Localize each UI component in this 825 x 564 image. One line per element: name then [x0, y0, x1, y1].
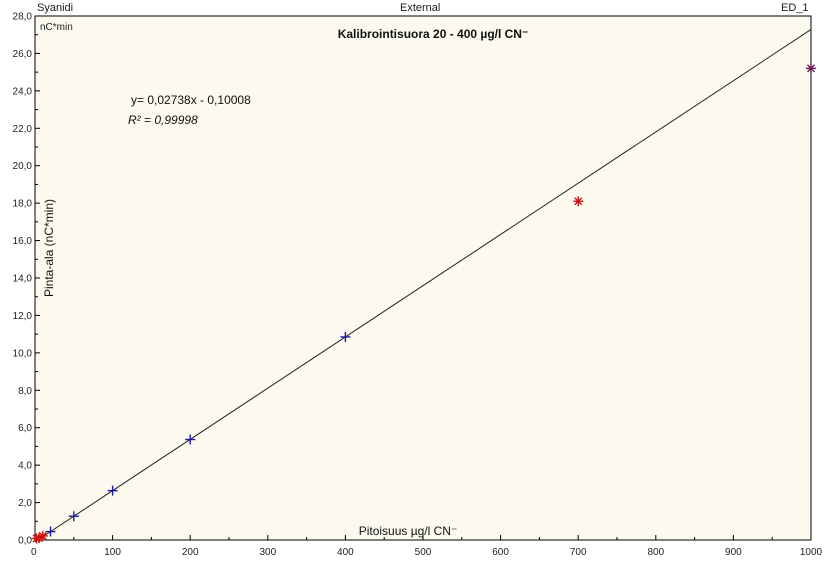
y-axis: 0,0 2,0 4,0 6,0 8,0 10,0 12,0 14,0 16,0 18,0 20,0 2… — [13, 12, 40, 547]
calibration-point — [68, 511, 79, 522]
x-tick-label: 500 — [415, 547, 432, 558]
unit-label: nC*min — [40, 22, 73, 33]
y-tick-label: 18,0 — [13, 199, 33, 210]
y-tick-label: 8,0 — [18, 386, 32, 397]
header-center: External — [400, 2, 441, 14]
x-tick-label: 0 — [31, 547, 37, 558]
calibration-point — [107, 485, 118, 496]
header-left: Syanidi — [37, 2, 74, 14]
y-axis-title: Pinta-ala (nC*min) — [42, 199, 56, 297]
x-tick-label: 1000 — [800, 547, 823, 558]
x-tick-label: 800 — [647, 547, 664, 558]
y-tick-label: 12,0 — [13, 311, 33, 322]
sample-point — [37, 530, 48, 541]
y-tick-label: 24,0 — [13, 86, 33, 97]
sample-point — [806, 63, 816, 74]
header-right: ED_1 — [781, 2, 809, 14]
y-tick-label: 14,0 — [13, 274, 33, 285]
x-tick-label: 700 — [570, 547, 587, 558]
regression-line — [34, 29, 812, 543]
calibration-point — [185, 434, 196, 445]
plot-area — [34, 15, 812, 541]
sample-point — [573, 196, 584, 207]
y-tick-label: 0,0 — [18, 536, 32, 547]
calibration-point — [340, 331, 351, 342]
x-tick-label: 200 — [182, 547, 199, 558]
y-tick-label: 22,0 — [13, 124, 33, 135]
y-tick-label: 2,0 — [18, 498, 32, 509]
x-axis: 0 100 200 300 400 500 600 700 800 900 1000 — [31, 535, 823, 558]
y-tick-label: 28,0 — [13, 12, 33, 23]
x-axis-title: Pitoisuus µg/l CN⁻ — [359, 524, 458, 538]
equation-label: y= 0,02738x - 0,10008 — [131, 93, 251, 107]
y-tick-label: 20,0 — [13, 161, 33, 172]
x-tick-label: 300 — [259, 547, 276, 558]
y-tick-label: 4,0 — [18, 461, 32, 472]
y-tick-label: 10,0 — [13, 348, 33, 359]
x-tick-label: 900 — [725, 547, 742, 558]
data-points — [31, 63, 816, 544]
x-tick-label: 400 — [337, 547, 354, 558]
y-tick-label: 16,0 — [13, 236, 33, 247]
y-tick-label: 26,0 — [13, 49, 33, 60]
x-tick-label: 100 — [104, 547, 121, 558]
y-tick-label: 6,0 — [18, 423, 32, 434]
r-squared-label: R² = 0,99998 — [128, 113, 198, 127]
x-tick-label: 600 — [492, 547, 509, 558]
chart-title: Kalibrointisuora 20 - 400 µg/l CN⁻ — [338, 27, 529, 41]
calibration-point — [45, 526, 56, 537]
